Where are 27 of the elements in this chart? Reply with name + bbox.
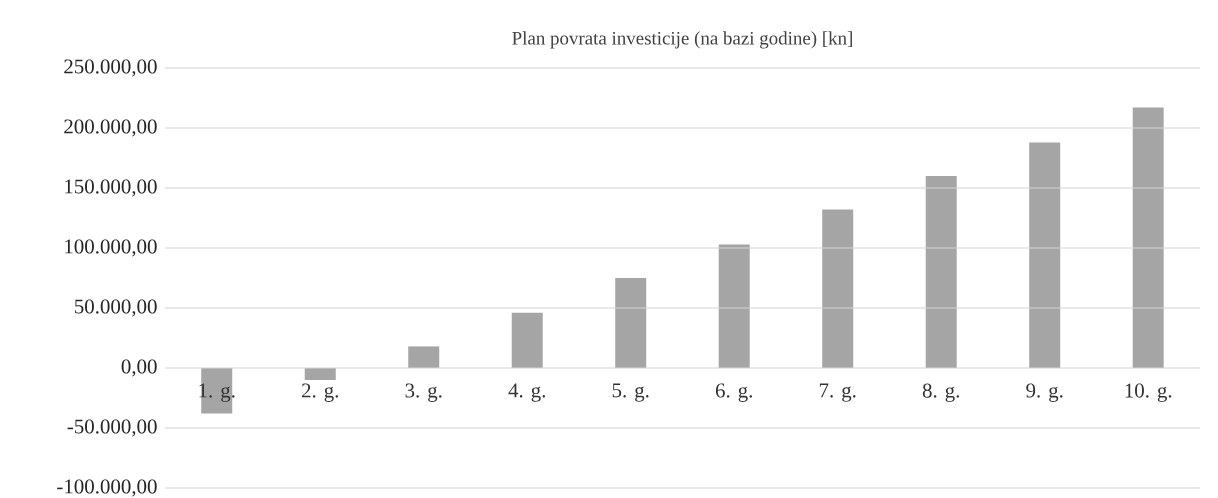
y-tick-label: 150.000,00 [65,179,157,197]
bar [822,209,854,368]
x-tick-label: 5. g. [612,383,649,402]
x-tick-label: 10. g. [1125,383,1172,402]
bar [925,176,957,368]
x-tick-label: 3. g. [405,383,442,402]
chart-title: Plan povrata investicije (na bazi godine) [kn] [512,31,852,49]
bar [511,312,543,368]
bar [304,368,336,380]
x-tick-label: 8. g. [922,383,959,402]
y-tick-label: 100.000,00 [65,239,157,257]
y-tick-label: 200.000,00 [64,119,157,137]
bar [1132,107,1164,368]
y-tick-label: 50.000,00 [75,299,157,317]
x-tick-label: 6. g. [715,383,753,402]
bar [718,244,750,368]
bar [1029,142,1061,368]
bar [408,346,440,368]
x-tick-label: 2. g. [301,383,339,402]
x-tick-label: 9. g. [1026,383,1063,402]
x-tick-label: 7. g. [819,383,856,402]
y-tick-label: -50.000,00 [67,419,157,437]
bar [615,278,647,368]
y-tick-label: -100.000,00 [57,479,157,497]
y-tick-label: 0,00 [121,359,157,377]
y-tick-label: 250.000,00 [64,59,157,77]
x-tick-label: 4. g. [508,383,546,402]
